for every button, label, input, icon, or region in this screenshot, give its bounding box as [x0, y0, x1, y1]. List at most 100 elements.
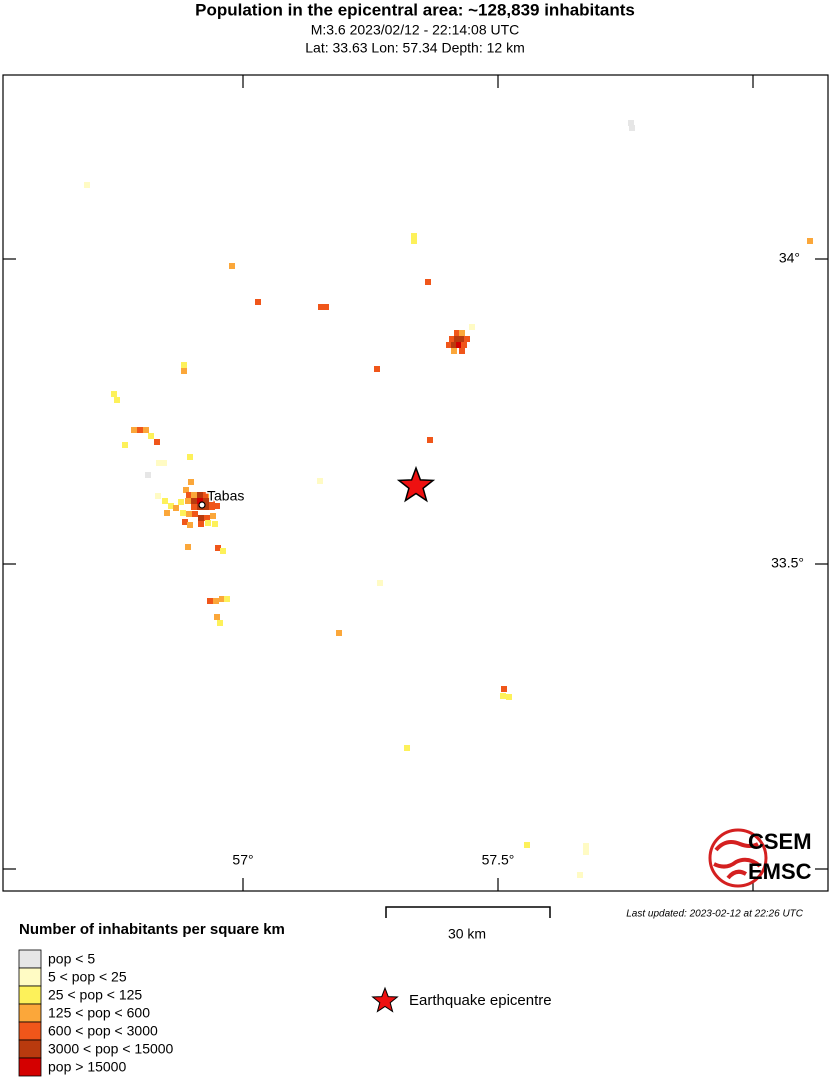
legend-swatch [18, 967, 42, 987]
population-cell [114, 397, 120, 403]
population-cell [122, 442, 128, 448]
population-cell [143, 427, 149, 433]
legend-swatch [18, 985, 42, 1005]
population-cell [454, 330, 460, 336]
population-cell [180, 510, 186, 516]
population-cell [374, 366, 380, 372]
population-cell [336, 630, 342, 636]
population-cell [198, 521, 204, 527]
scale-bar [385, 906, 551, 918]
population-cell [459, 348, 465, 354]
population-cell [583, 849, 589, 855]
population-cell [255, 299, 261, 305]
population-cell [459, 330, 465, 336]
city-dot [198, 501, 206, 509]
legend-title: Number of inhabitants per square km [19, 921, 285, 938]
logo-text: EMSC [748, 859, 812, 884]
map-ticks [3, 75, 828, 891]
population-cell [214, 614, 220, 620]
population-cell [464, 336, 470, 342]
population-cell [186, 511, 192, 517]
population-cell [191, 492, 197, 498]
legend-label: 600 < pop < 3000 [48, 1023, 158, 1039]
legend-swatch [18, 949, 42, 969]
location: Lat: 33.63 Lon: 57.34 Depth: 12 km [305, 40, 525, 56]
population-cell [197, 498, 203, 504]
legend: pop < 5 5 < pop < 25 25 < pop < 125 125 < p… [18, 949, 174, 1077]
population-cell [84, 182, 90, 188]
population-cell [131, 427, 137, 433]
population-cell [456, 342, 462, 348]
population-cell [148, 433, 154, 439]
last-updated: Last updated: 2023-02-12 at 22:26 UTC [626, 909, 804, 920]
population-cell [500, 693, 506, 699]
legend-label: pop < 5 [48, 951, 95, 967]
population-cell [181, 362, 187, 368]
population-cell [164, 510, 170, 516]
legend-swatch [18, 1039, 42, 1059]
population-cell [210, 513, 216, 519]
population-cell [318, 304, 324, 310]
population-cell [188, 479, 194, 485]
legend-label: pop > 15000 [48, 1059, 126, 1075]
population-cell [186, 492, 192, 498]
population-cell [577, 872, 583, 878]
legend-label: 3000 < pop < 15000 [48, 1041, 174, 1057]
population-cell [156, 460, 162, 466]
population-cell [425, 279, 431, 285]
population-cell [506, 694, 512, 700]
population-cell [449, 336, 455, 342]
lat-label: 34° [779, 250, 800, 266]
population-cell [219, 596, 225, 602]
population-cell [469, 324, 475, 330]
population-cell [229, 263, 235, 269]
population-cell [182, 519, 188, 525]
population-cell [454, 336, 460, 342]
population-cell [192, 511, 198, 517]
population-cell [427, 437, 433, 443]
population-cell [215, 545, 221, 551]
legend-epicentre: Earthquake epicentre [409, 992, 552, 1009]
population-cell [212, 521, 218, 527]
legend-swatch [18, 1057, 42, 1077]
lon-label: 57.5° [482, 852, 515, 868]
population-cell [187, 522, 193, 528]
population-cell [197, 492, 203, 498]
population-cell [459, 336, 465, 342]
population-cell [411, 233, 417, 239]
map-frame [2, 74, 829, 892]
legend-label: 125 < pop < 600 [48, 1005, 150, 1021]
population-cell [214, 503, 220, 509]
population-cell [629, 125, 635, 131]
population-cell [377, 580, 383, 586]
population-cell [220, 548, 226, 554]
population-cell [224, 596, 230, 602]
epicentre-star [396, 465, 436, 503]
population-cell [204, 515, 210, 521]
legend-swatch [18, 1021, 42, 1041]
population-cell [317, 478, 323, 484]
population-cell [145, 472, 151, 478]
population-cell [162, 498, 168, 504]
population-cell [323, 304, 329, 310]
population-cell [501, 686, 507, 692]
population-cell [203, 492, 209, 498]
population-cell [203, 498, 209, 504]
population-cell [168, 503, 174, 509]
population-cell [209, 498, 215, 504]
population-cell [217, 620, 223, 626]
population-cell [191, 504, 197, 510]
title: Population in the epicentral area: ~128,… [195, 0, 635, 19]
scale-label: 30 km [448, 926, 486, 942]
population-cell [208, 492, 214, 498]
population-cell [461, 342, 467, 348]
population-cell [451, 348, 457, 354]
population-cell [185, 498, 191, 504]
population-cell [628, 120, 634, 126]
population-cell [446, 342, 452, 348]
population-cell [205, 520, 211, 526]
population-cell [411, 238, 417, 244]
logo-text: CSEM [748, 829, 812, 854]
legend-star [371, 986, 399, 1013]
